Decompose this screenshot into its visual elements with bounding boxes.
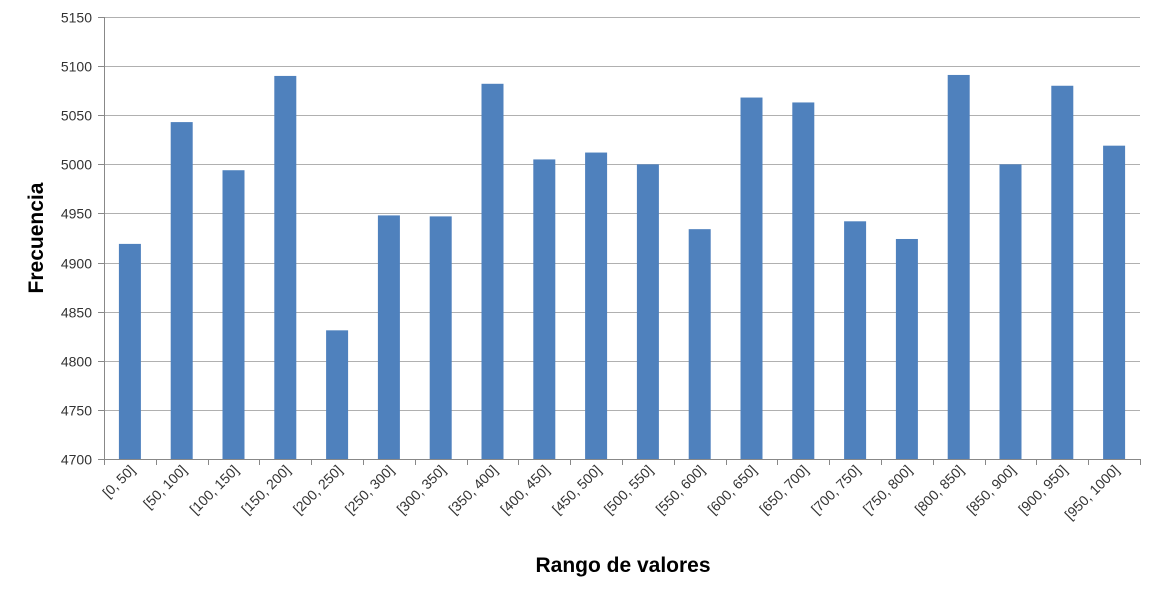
y-tick-label: 5150 — [61, 10, 92, 26]
bar — [170, 122, 193, 459]
bars — [118, 74, 1126, 460]
x-tick-label: [250, 300] — [342, 462, 397, 517]
x-tick-label: [150, 200] — [238, 462, 293, 517]
bar — [326, 330, 349, 459]
x-tick-label: [950, 1000] — [1061, 462, 1122, 523]
bar — [740, 97, 763, 459]
x-tick-label: [500, 550] — [601, 462, 656, 517]
x-tick-label: [600, 650] — [704, 462, 759, 517]
x-tick-labels: [0, 50] [50, 100][100, 150][150, 200][200… — [99, 462, 1122, 523]
y-tick-label: 4950 — [61, 206, 92, 222]
y-tick-label: 5000 — [61, 157, 92, 173]
x-tick-label: [0, 50] — [99, 462, 138, 501]
bar — [844, 221, 867, 459]
x-axis-title: Rango de valores — [535, 554, 710, 577]
bar — [429, 216, 452, 459]
y-tick-label: 4850 — [61, 305, 92, 321]
bar — [118, 243, 141, 459]
x-tick-label: [850, 900] — [963, 462, 1018, 517]
y-tick-label: 5050 — [61, 108, 92, 124]
axes — [104, 17, 1141, 465]
x-tick-label: [450, 500] — [549, 462, 604, 517]
y-tick-label: 4900 — [61, 256, 92, 272]
x-tick-label: [400, 450] — [497, 462, 552, 517]
y-tick-label: 4750 — [61, 403, 92, 419]
gridlines — [98, 17, 1140, 460]
x-tick-label: [750, 800] — [860, 462, 915, 517]
bar — [688, 229, 711, 459]
y-tick-label: 5100 — [61, 59, 92, 75]
bar — [585, 152, 608, 459]
bar — [533, 159, 556, 459]
bar — [792, 102, 815, 459]
bar — [481, 83, 504, 460]
bar — [377, 215, 400, 459]
x-tick-label: [300, 350] — [393, 462, 448, 517]
bar — [947, 74, 970, 459]
x-tick-label: [650, 700] — [756, 462, 811, 517]
bar — [1103, 145, 1126, 459]
bar — [999, 164, 1022, 460]
y-tick-labels: 4700 4750 4800 4850 4900 4950 5000 5050 5100 5150 — [61, 10, 92, 468]
bar — [895, 238, 918, 459]
x-tick-label: [900, 950] — [1015, 462, 1070, 517]
bar — [274, 75, 297, 459]
x-tick-label: [200, 250] — [290, 462, 345, 517]
x-tick-label: [350, 400] — [445, 462, 500, 517]
x-tick-label: [800, 850] — [911, 462, 966, 517]
bar — [1051, 85, 1074, 459]
bar — [222, 170, 245, 459]
x-tick-label: [550, 600] — [652, 462, 707, 517]
y-tick-label: 4700 — [61, 452, 92, 468]
bar — [636, 164, 659, 460]
x-tick-label: [700, 750] — [808, 462, 863, 517]
y-tick-label: 4800 — [61, 354, 92, 370]
x-tick-label: [50, 100] — [140, 462, 190, 512]
x-tick-label: [100, 150] — [186, 462, 241, 517]
y-axis-title: Frecuencia — [25, 182, 48, 293]
